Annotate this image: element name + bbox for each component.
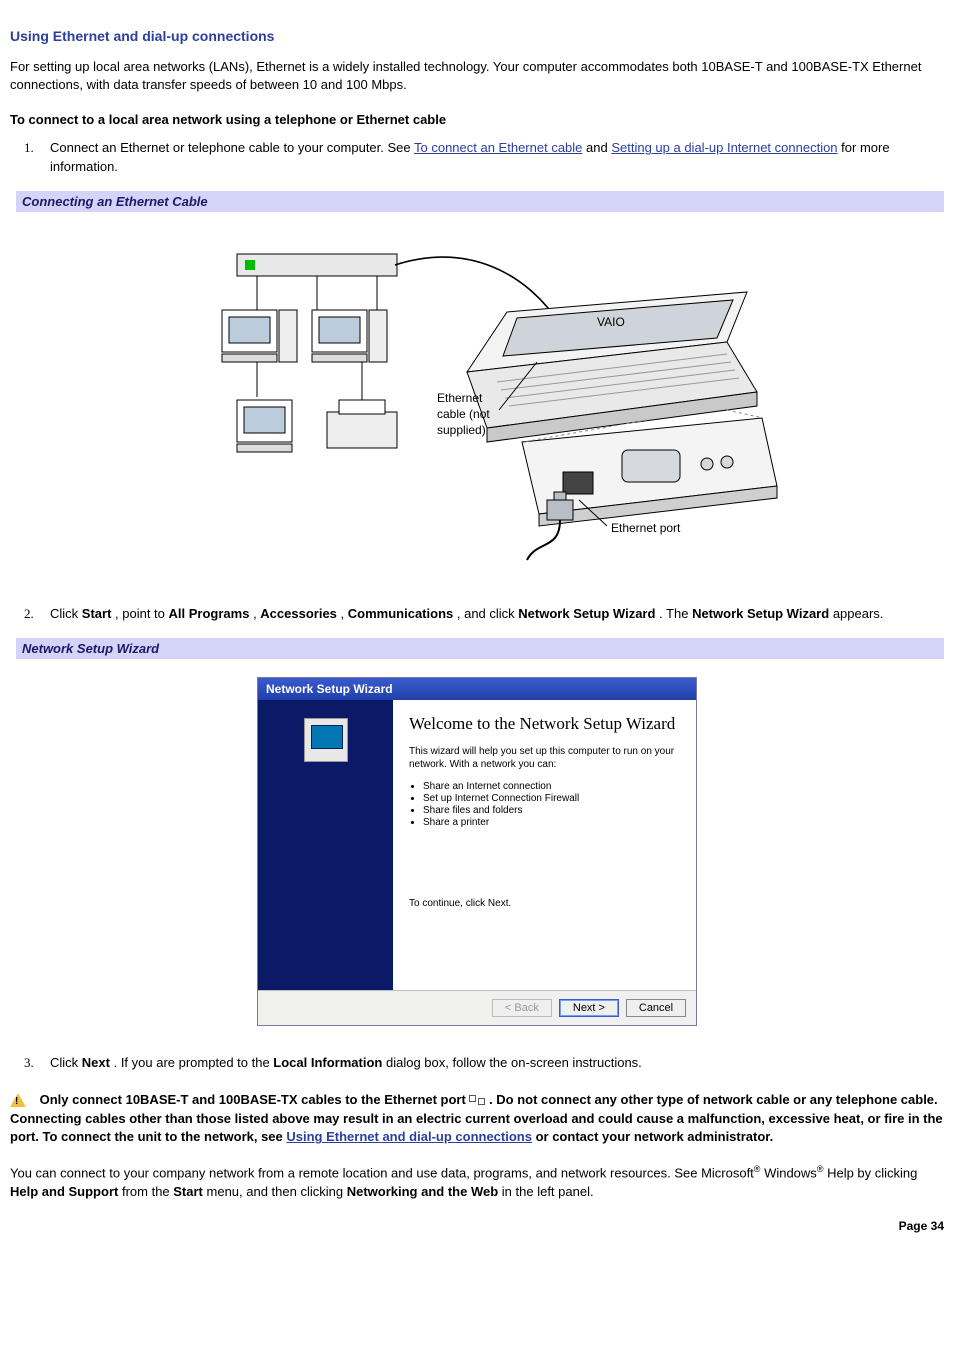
wizard-sidebar-icon <box>304 718 348 762</box>
laptop-brand-text: VAIO <box>597 315 625 329</box>
close-t4: from the <box>122 1184 173 1199</box>
step-number: 3. <box>24 1054 34 1073</box>
s2-b5: Network Setup Wizard <box>518 606 655 621</box>
network-setup-wizard-window: Network Setup Wizard Welcome to the Netw… <box>257 677 697 1026</box>
label-ethernet-cable-3: supplied) <box>437 423 486 437</box>
wizard-continue-text: To continue, click Next. <box>409 898 680 909</box>
figure-caption-wizard: Network Setup Wizard <box>10 638 944 659</box>
s3-b1: Next <box>82 1055 110 1070</box>
close-b2: Start <box>173 1184 203 1199</box>
warn-t1: Only connect 10BASE-T and 100BASE-TX cab… <box>40 1092 470 1107</box>
s2-b6: Network Setup Wizard <box>692 606 829 621</box>
warning-paragraph: Only connect 10BASE-T and 100BASE-TX cab… <box>10 1091 944 1148</box>
s2-t3: , <box>341 606 348 621</box>
link-setup-dialup[interactable]: Setting up a dial-up Internet connection <box>611 140 837 155</box>
close-t5: menu, and then clicking <box>207 1184 347 1199</box>
s2-b1: Start <box>82 606 112 621</box>
wizard-bullet: Share an Internet connection <box>423 781 680 792</box>
s2-b2: All Programs <box>169 606 250 621</box>
step-number: 2. <box>24 605 34 624</box>
wizard-intro-text: This wizard will help you set up this co… <box>409 745 680 771</box>
s2-t5: . The <box>659 606 692 621</box>
wizard-back-button[interactable]: < Back <box>492 999 552 1017</box>
wizard-button-row: < Back Next > Cancel <box>258 990 696 1025</box>
wizard-cancel-button[interactable]: Cancel <box>626 999 686 1017</box>
close-t3: Help by clicking <box>827 1166 917 1181</box>
figure-caption-ethernet: Connecting an Ethernet Cable <box>10 191 944 212</box>
ethernet-port-icon <box>469 1095 485 1105</box>
intro-paragraph: For setting up local area networks (LANs… <box>10 58 944 94</box>
wizard-sidebar <box>258 700 393 990</box>
closing-paragraph: You can connect to your company network … <box>10 1163 944 1201</box>
step-2: 2. Click Start , point to All Programs ,… <box>50 605 944 624</box>
wizard-bullet: Share a printer <box>423 817 680 828</box>
warn-t3: or contact your network administrator. <box>536 1129 774 1144</box>
label-ethernet-cable-1: Ethernet <box>437 391 483 405</box>
s2-t1: , point to <box>115 606 168 621</box>
s3-t2: dialog box, follow the on-screen instruc… <box>386 1055 642 1070</box>
wizard-titlebar: Network Setup Wizard <box>258 678 696 700</box>
s3-pre: Click <box>50 1055 82 1070</box>
wizard-bullet: Set up Internet Connection Firewall <box>423 793 680 804</box>
wizard-bullet-list: Share an Internet connection Set up Inte… <box>409 781 680 828</box>
step-1-text-pre: Connect an Ethernet or telephone cable t… <box>50 140 414 155</box>
page-number: Page 34 <box>10 1219 944 1233</box>
s2-pre: Click <box>50 606 82 621</box>
step-3: 3. Click Next . If you are prompted to t… <box>50 1054 944 1073</box>
link-connect-ethernet-cable[interactable]: To connect an Ethernet cable <box>414 140 582 155</box>
wizard-heading: Welcome to the Network Setup Wizard <box>409 714 680 734</box>
s2-t4: , and click <box>457 606 518 621</box>
close-t2: Windows <box>764 1166 817 1181</box>
warning-icon <box>10 1093 26 1107</box>
close-b1: Help and Support <box>10 1184 118 1199</box>
label-ethernet-port: Ethernet port <box>611 521 681 535</box>
close-t6: in the left panel. <box>502 1184 594 1199</box>
s2-b3: Accessories <box>260 606 337 621</box>
s3-b2: Local Information <box>273 1055 382 1070</box>
step-number: 1. <box>24 139 34 158</box>
procedure-heading: To connect to a local area network using… <box>10 112 944 127</box>
step-1-text-mid: and <box>586 140 611 155</box>
page-title: Using Ethernet and dial-up connections <box>10 28 944 44</box>
step-1: 1. Connect an Ethernet or telephone cabl… <box>50 139 944 177</box>
close-b3: Networking and the Web <box>347 1184 498 1199</box>
wizard-bullet: Share files and folders <box>423 805 680 816</box>
s2-t6: appears. <box>833 606 884 621</box>
link-using-ethernet-dialup[interactable]: Using Ethernet and dial-up connections <box>286 1129 532 1144</box>
reg-mark: ® <box>817 1164 824 1174</box>
wizard-next-button[interactable]: Next > <box>559 999 619 1017</box>
s2-b4: Communications <box>348 606 453 621</box>
close-t1: You can connect to your company network … <box>10 1166 754 1181</box>
label-ethernet-cable-2: cable (not <box>437 407 490 421</box>
reg-mark: ® <box>754 1164 761 1174</box>
s3-t1: . If you are prompted to the <box>114 1055 274 1070</box>
figure-ethernet-diagram: VAIO Ethernet cable (not supplied) <box>10 232 944 575</box>
